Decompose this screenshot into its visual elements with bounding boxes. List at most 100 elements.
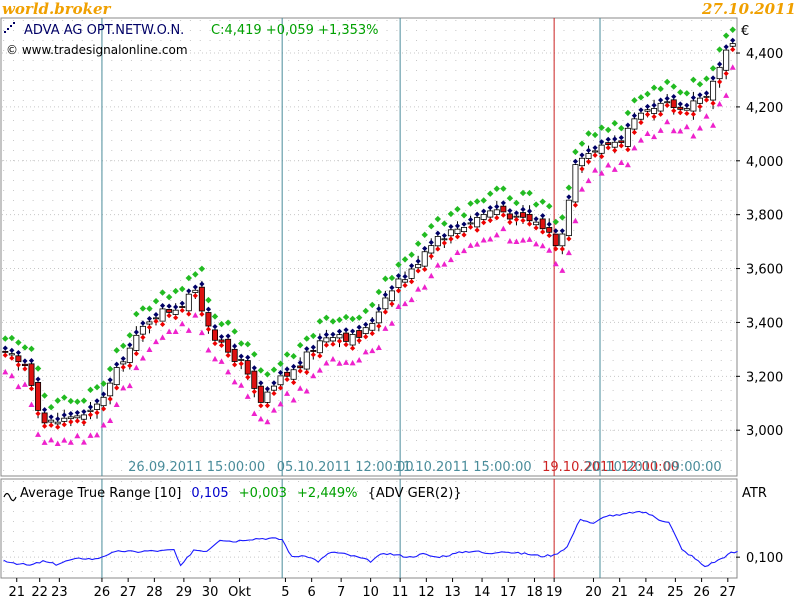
signal-marker-upper [487, 205, 493, 211]
candle-body [120, 361, 127, 365]
lower-band-marker [461, 247, 468, 254]
lower-band-marker [35, 431, 42, 437]
signal-marker-lower [710, 100, 716, 106]
lower-band-marker [257, 415, 264, 422]
lower-band-marker [303, 387, 310, 394]
signal-marker-upper [658, 97, 664, 103]
signal-marker-upper [186, 288, 192, 294]
candle-body [664, 101, 671, 104]
date-tick-label: 21 [8, 585, 25, 600]
signal-marker-upper [546, 221, 552, 227]
signal-marker-lower [310, 352, 316, 358]
candle-body [198, 286, 205, 312]
date-tick-label: 27 [720, 585, 737, 600]
date-tick-label: 20 [585, 585, 602, 600]
signal-marker-upper [730, 37, 736, 43]
date-label: 19.10.2011 12:00:00 [542, 460, 679, 475]
candle-body [179, 306, 186, 308]
lower-band-marker [644, 130, 651, 137]
signal-marker-lower [74, 418, 80, 424]
date-tick-label: 18 [526, 585, 543, 600]
signal-marker-lower [415, 268, 421, 274]
date-tick-label: 22 [31, 585, 48, 600]
signal-marker-lower [68, 419, 74, 425]
candle-body [2, 350, 9, 353]
lower-band-marker [54, 440, 61, 446]
upper-band-marker [716, 46, 723, 53]
lower-band-marker [139, 355, 146, 361]
price-markers [2, 26, 736, 446]
price-tick-label: 3,800 [746, 209, 783, 224]
signal-marker-upper [205, 306, 212, 312]
candle-body [41, 412, 48, 424]
price-tick-label: 3,600 [746, 263, 783, 278]
lower-band-marker [133, 364, 140, 371]
date-tick-label: 7 [337, 585, 345, 600]
candle-body [578, 157, 585, 167]
candle-body [35, 382, 42, 411]
signal-marker-lower [474, 227, 480, 233]
lower-band-marker [192, 312, 199, 318]
signal-marker-upper [9, 347, 15, 354]
lower-band-marker [434, 262, 441, 268]
candle-body [316, 340, 323, 354]
lower-band-marker [67, 439, 74, 445]
date-tick-label: 23 [51, 585, 68, 600]
signal-marker-upper [284, 366, 290, 372]
signal-marker-upper [553, 228, 559, 234]
upper-band-marker [185, 274, 192, 282]
signal-marker-upper [684, 102, 690, 108]
signal-marker-upper [323, 332, 330, 338]
lower-band-marker [87, 432, 94, 438]
signal-marker-upper [382, 292, 388, 298]
upper-band-marker [677, 89, 684, 96]
signal-marker-lower [395, 288, 402, 294]
date-tick-label: 11 [392, 585, 409, 600]
upper-band-marker [21, 344, 29, 351]
signal-marker-upper [81, 409, 87, 415]
signal-marker-lower [638, 119, 644, 126]
lower-band-marker [690, 132, 697, 139]
signal-marker-lower [671, 108, 677, 114]
signal-marker-upper [166, 303, 172, 309]
upper-band-marker [47, 404, 55, 411]
atr-tick-label: 0,100 [746, 551, 783, 566]
upper-band-marker [303, 335, 310, 342]
signal-marker-lower [120, 364, 126, 370]
candle-body [552, 233, 559, 247]
signal-marker-upper [199, 281, 205, 287]
signal-marker-upper [251, 365, 257, 371]
signal-marker-lower [186, 311, 192, 317]
signal-marker-upper [507, 208, 513, 214]
signal-marker-lower [61, 422, 67, 428]
signal-marker-upper [559, 228, 565, 234]
upper-band-marker [93, 384, 101, 391]
signal-marker-lower [382, 309, 388, 315]
signal-marker-upper [41, 407, 48, 413]
candle-body [48, 419, 55, 423]
signal-marker-upper [369, 317, 375, 323]
candle-body [277, 375, 284, 386]
lower-band-marker [316, 367, 323, 373]
upper-band-marker [139, 305, 147, 312]
upper-band-marker [611, 120, 618, 127]
lower-band-marker [369, 347, 376, 354]
signal-marker-upper [218, 334, 225, 340]
date-tick-label: 19 [546, 585, 563, 600]
signal-marker-upper [520, 206, 526, 212]
date-tick-label: 27 [120, 585, 137, 600]
signal-marker-upper [120, 355, 126, 362]
upper-band-marker [388, 274, 396, 282]
lower-band-marker [696, 124, 703, 131]
price-tick-label: 4,000 [746, 155, 783, 170]
signal-marker-lower [461, 232, 467, 238]
signal-marker-lower [81, 419, 87, 426]
lower-band-marker [8, 372, 15, 379]
date-labels: 26.09.2011 15:00:00 05.10.2011 12:00:0011… [128, 460, 722, 475]
date-tick-label: 13 [444, 585, 461, 600]
upper-band-marker [473, 198, 481, 205]
upper-band-marker [133, 310, 140, 318]
upper-band-marker [336, 316, 343, 324]
signal-marker-lower [55, 424, 61, 430]
upper-band-marker [41, 392, 48, 399]
